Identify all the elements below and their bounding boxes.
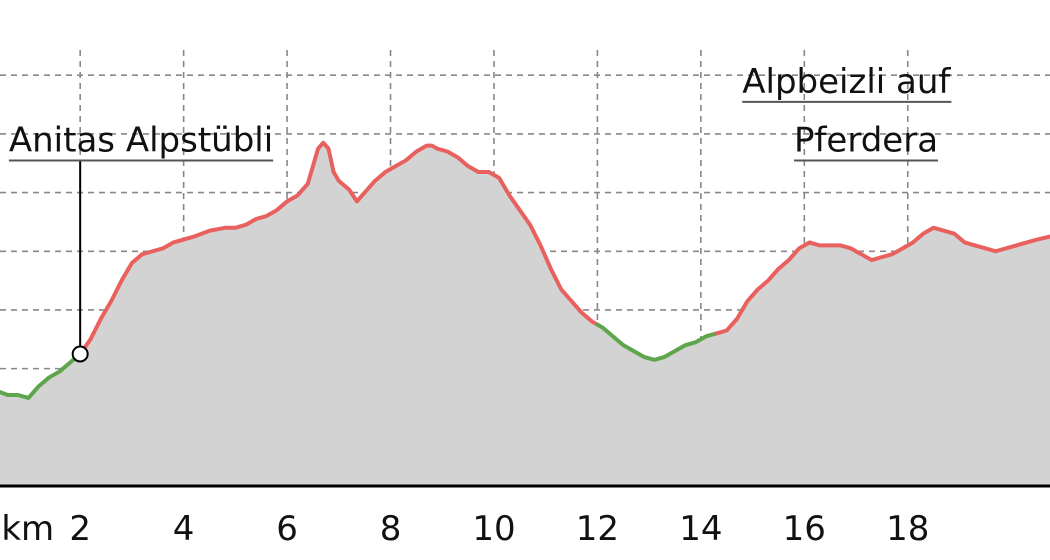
elevation-line-red bbox=[714, 225, 1050, 336]
x-tick-label: 12 bbox=[576, 509, 619, 549]
x-tick-label: 2 bbox=[69, 509, 91, 549]
x-axis-unit-label: km bbox=[1, 509, 54, 549]
x-tick-label: 4 bbox=[173, 509, 195, 549]
x-tick-label: 10 bbox=[472, 509, 515, 549]
elevation-area bbox=[0, 142, 1050, 486]
elevation-line-segments bbox=[0, 140, 1050, 400]
x-tick-label: 8 bbox=[380, 509, 402, 549]
annotation-label: Pferdera bbox=[794, 121, 938, 161]
elevation-line-red bbox=[78, 140, 600, 356]
elevation-line-green bbox=[595, 322, 719, 362]
x-axis-ticks: km 2 4 6 8 10 12 14 16 18 bbox=[1, 509, 929, 549]
x-tick-label: 14 bbox=[679, 509, 722, 549]
annotation-marker bbox=[71, 345, 89, 363]
annotations: Anitas Alpstübli Alpbeizli auf Pferdera bbox=[8, 62, 952, 363]
annotation-label: Anitas Alpstübli bbox=[9, 121, 273, 161]
annotation-label: Alpbeizli auf bbox=[742, 62, 951, 102]
x-tick-label: 18 bbox=[886, 509, 929, 549]
x-tick-label: 6 bbox=[276, 509, 298, 549]
elevation-line-green bbox=[0, 351, 83, 400]
x-tick-label: 16 bbox=[783, 509, 826, 549]
